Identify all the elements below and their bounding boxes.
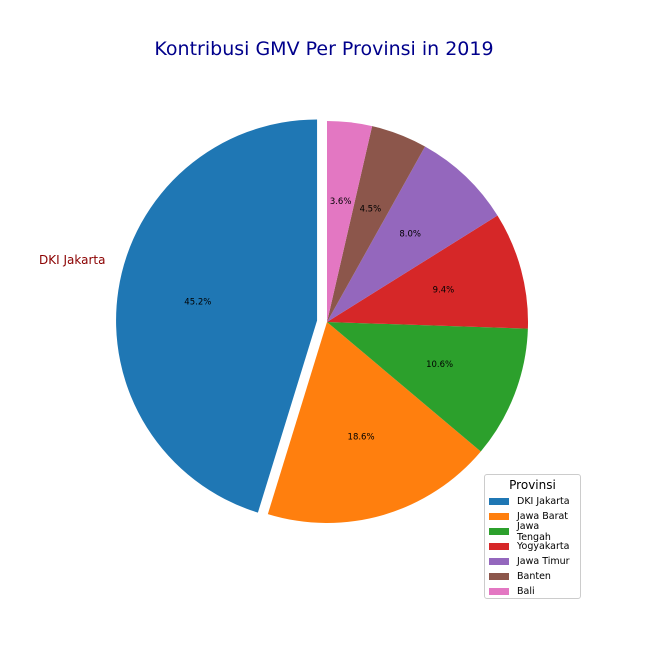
slice-value-label-yogyakarta: 9.4% [433, 286, 455, 296]
slice-value-label-jawa-barat: 18.6% [348, 433, 375, 443]
legend-swatch-jawa-tengah [489, 528, 509, 535]
legend-label-yogyakarta: Yogyakarta [517, 541, 570, 552]
pie-slice-jawa-timur [327, 146, 498, 322]
slice-value-label-dki-jakarta: 45.2% [184, 298, 211, 308]
pie-slice-dki-jakarta [116, 119, 318, 513]
pie-slice-jawa-barat [267, 322, 481, 523]
legend-item-jawa-timur: Jawa Timur [489, 554, 576, 569]
slice-value-label-jawa-tengah: 10.6% [426, 360, 453, 370]
legend-swatch-jawa-barat [489, 513, 509, 520]
legend-label-jawa-tengah: Jawa Tengah [517, 520, 551, 543]
legend-swatch-dki-jakarta [489, 498, 509, 505]
slice-value-label-bali: 3.6% [330, 197, 352, 207]
legend-item-bali: Bali [489, 584, 576, 599]
legend-swatch-yogyakarta [489, 543, 509, 550]
legend: Provinsi DKI Jakarta Jawa Barat Jawa Tenga… [484, 474, 581, 599]
legend-item-jawa-barat: Jawa Barat [489, 509, 576, 524]
pie-slice-jawa-tengah [327, 322, 528, 452]
legend-title: Provinsi [509, 478, 556, 492]
legend-label-jawa-timur: Jawa Timur [517, 556, 570, 567]
legend-item-yogyakarta: Yogyakarta [489, 539, 576, 554]
pie-slice-banten [327, 126, 426, 322]
chart-title: Kontribusi GMV Per Provinsi in 2019 [154, 38, 494, 60]
legend-swatch-banten [489, 573, 509, 580]
legend-label-bali: Bali [517, 586, 535, 597]
legend-label-dki-jakarta: DKI Jakarta [517, 496, 570, 507]
legend-swatch-bali [489, 588, 509, 595]
slice-value-label-banten: 4.5% [360, 204, 382, 214]
legend-item-banten: Banten [489, 569, 576, 584]
slice-value-label-jawa-timur: 8.0% [399, 230, 421, 240]
legend-label-banten: Banten [517, 571, 551, 582]
outer-label-dki-jakarta: DKI Jakarta [39, 253, 106, 267]
pie-slice-yogyakarta [327, 215, 528, 329]
legend-swatch-jawa-timur [489, 558, 509, 565]
legend-item-dki-jakarta: DKI Jakarta [489, 494, 576, 509]
pie-slice-bali [327, 121, 373, 322]
legend-item-jawa-tengah: Jawa Tengah [489, 521, 576, 543]
legend-label-jawa-barat: Jawa Barat [517, 511, 569, 522]
